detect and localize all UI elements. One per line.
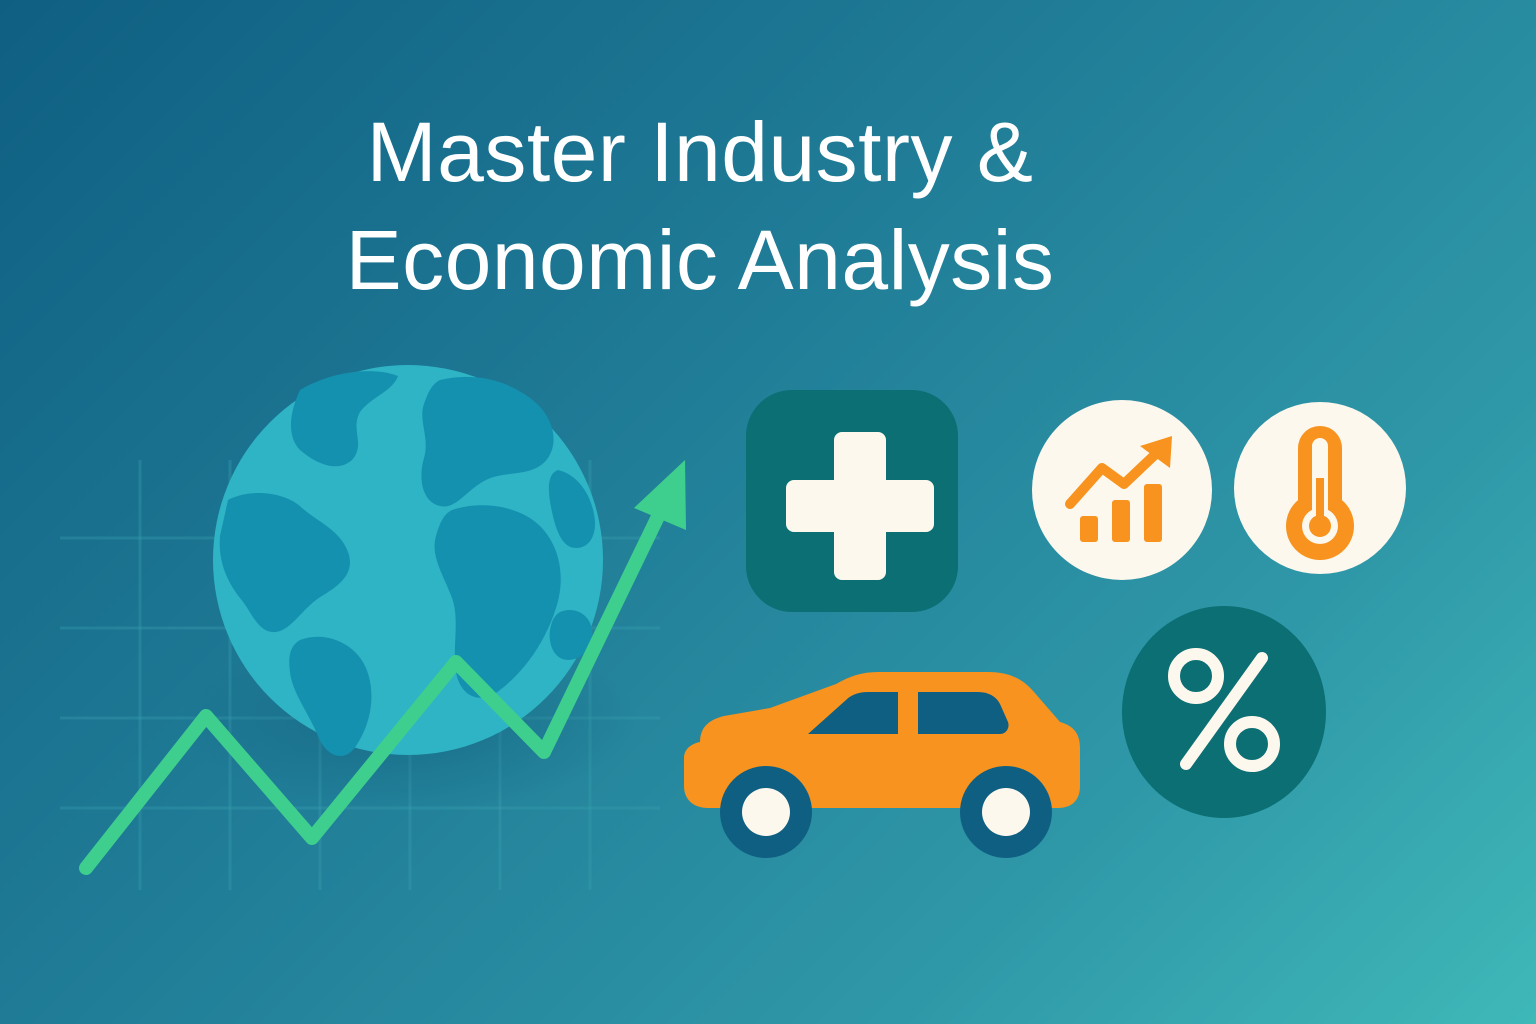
- percent-icon: %: [1122, 606, 1326, 818]
- medical-cross-icon: [746, 390, 958, 612]
- headline-line-2: Economic Analysis: [345, 213, 1055, 307]
- globe-icon: [180, 365, 640, 810]
- upward-trend-arrow-icon: [79, 460, 686, 875]
- bar-chart-growth-icon: [1032, 400, 1212, 580]
- headline: Master Industry & Economic Analysis: [0, 98, 1400, 314]
- headline-line-1: Master Industry &: [366, 105, 1034, 199]
- thermometer-icon: [1234, 402, 1406, 574]
- car-icon: [684, 672, 1080, 858]
